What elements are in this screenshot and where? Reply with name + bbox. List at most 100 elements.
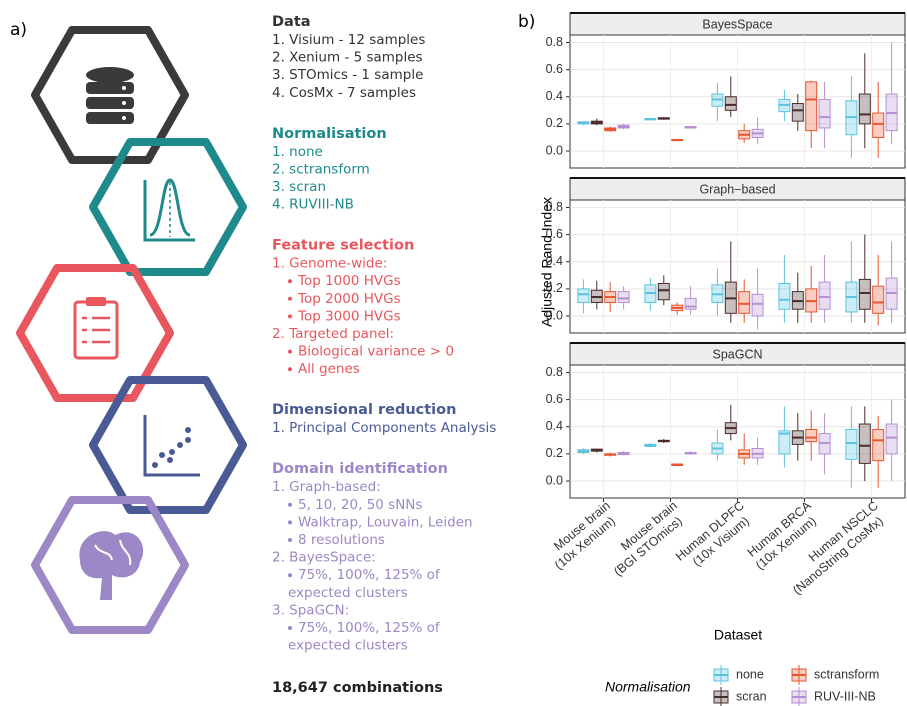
y-tick-label: 0.0 (546, 308, 563, 322)
hex-domain (31, 496, 189, 634)
list-item: 2. Targeted panel: (272, 326, 394, 342)
sub-item: Top 1000 HVGs (297, 273, 401, 289)
hex-normalisation (89, 138, 247, 276)
list-item: 3. SpaGCN: (272, 602, 349, 618)
section-title: Normalisation (272, 126, 387, 142)
bullet (288, 502, 292, 507)
box (684, 297, 697, 310)
box (845, 428, 858, 460)
boxplot: BayesSpace 0.0 0.2 0.4 0.6 0.8 Graph−based 0.0 0… (543, 12, 906, 706)
box (778, 282, 791, 310)
section-title: Data (272, 14, 311, 30)
hex-dimred (89, 376, 247, 514)
facet-title: SpaGCN (712, 347, 762, 361)
bullet (288, 573, 292, 578)
list-item: 1. none (272, 144, 323, 160)
box (738, 291, 751, 314)
box (805, 428, 818, 443)
sub-item: 75%, 100%, 125% of expected clusters (288, 620, 441, 654)
y-tick-label: 0.0 (546, 143, 563, 157)
box (858, 93, 871, 125)
bullet (288, 538, 292, 542)
y-tick-label: 0.2 (546, 281, 563, 295)
legend-label: RUV-III-NB (814, 689, 876, 703)
y-tick-label: 0.8 (546, 200, 563, 214)
box (872, 285, 885, 314)
box (724, 96, 737, 111)
sub-item: All genes (298, 361, 360, 377)
sub-item: 75%, 100%, 125% of expected clusters (288, 567, 441, 601)
bullet (288, 296, 292, 301)
box (872, 112, 885, 138)
legend-title: Normalisation (605, 679, 691, 695)
legend-label: none (736, 667, 764, 681)
y-tick-label: 0.4 (546, 89, 563, 103)
y-tick-label: 0.4 (546, 254, 563, 268)
box (872, 428, 885, 462)
sub-item: Biological variance > 0 (298, 344, 454, 360)
list-item: 4. RUVIII-NB (272, 197, 354, 213)
box (617, 291, 630, 303)
box (791, 103, 804, 122)
list-item: 1. Graph-based: (272, 479, 381, 495)
bullet (288, 626, 292, 630)
y-tick-label: 0.6 (546, 227, 563, 241)
y-axis-title: Adjusted Rand Index (539, 197, 555, 327)
list-item: 1. Principal Components Analysis (272, 420, 496, 436)
y-tick-label: 0.6 (546, 62, 563, 76)
list-item: 1. Genome-wide: (272, 256, 387, 272)
box (751, 293, 764, 317)
list-item: 2. Xenium - 5 samples (272, 50, 423, 66)
box (577, 288, 590, 303)
panel-label: a) (10, 20, 27, 40)
y-tick-label: 0.6 (546, 392, 563, 406)
list-item: 3. STOmics - 1 sample (272, 67, 423, 83)
y-tick-label: 0.2 (546, 116, 563, 130)
sub-item: 8 resolutions (298, 532, 385, 548)
bullet (288, 314, 292, 319)
x-tick-label: Human DLPFC(10x Visium) (673, 499, 757, 576)
box (818, 98, 831, 129)
hex-feature (16, 264, 174, 402)
sub-item: Walktrap, Louvain, Leiden (298, 514, 473, 530)
box (885, 423, 898, 455)
list-item: 3. scran (272, 179, 326, 195)
y-tick-label: 0.2 (546, 446, 563, 460)
facet-title: BayesSpace (702, 17, 772, 31)
sub-item: 5, 10, 20, 50 sNNs (298, 497, 422, 513)
box (858, 278, 871, 310)
legend-label: scran (736, 689, 767, 703)
bullet (288, 520, 292, 525)
box (858, 423, 871, 464)
section-title: Feature selection (272, 238, 414, 254)
x-tick-label: Mouse brain(10x Xenium) (543, 499, 623, 573)
workflow-list: Data 1. Visium - 12 samples 2. Xenium - 5 … (272, 14, 496, 654)
list-item: 2. sctransform (272, 161, 370, 177)
y-tick-label: 0.8 (546, 35, 563, 49)
x-tick-label: Mouse brain(BGI STOmics) (602, 499, 690, 579)
panel-label: b) (518, 12, 535, 32)
legend-label: sctransform (814, 667, 879, 681)
y-tick-label: 0.4 (546, 419, 563, 433)
x-axis-title: Dataset (714, 627, 762, 643)
section-title: Dimensional reduction (272, 402, 456, 418)
hex-data (31, 26, 189, 164)
bullet (288, 279, 292, 284)
bullet (288, 367, 292, 372)
sub-item: Top 3000 HVGs (297, 308, 401, 324)
list-item: 4. CosMx - 7 samples (272, 85, 416, 101)
summary: 18,647 combinations (272, 680, 443, 696)
list-item: 2. BayesSpace: (272, 550, 376, 566)
box (657, 282, 670, 301)
section-title: Domain identification (272, 461, 448, 477)
sub-item: Top 2000 HVGs (297, 291, 401, 307)
box (818, 281, 831, 310)
y-tick-label: 0.0 (546, 473, 563, 487)
facet-title: Graph−based (699, 182, 775, 196)
box (805, 81, 818, 132)
y-tick-label: 0.8 (546, 365, 563, 379)
bullet (288, 349, 292, 354)
box (778, 430, 791, 455)
list-item: 1. Visium - 12 samples (272, 32, 425, 48)
